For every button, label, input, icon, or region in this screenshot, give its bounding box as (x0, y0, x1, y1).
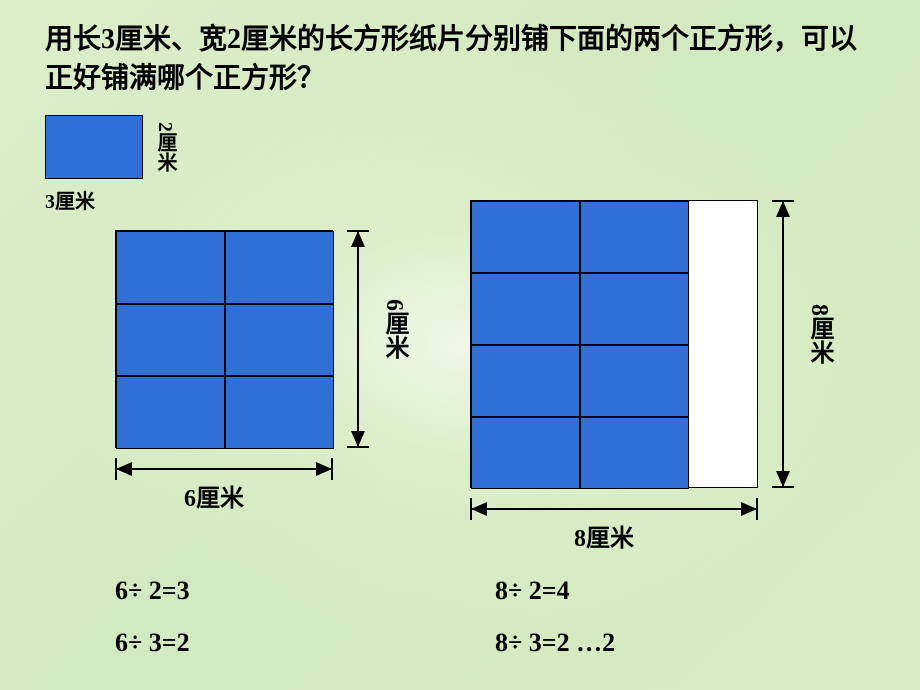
equation-line: 6÷ 3=2 (115, 617, 190, 669)
equation-line: 8÷ 2=4 (495, 565, 615, 617)
square-6cm-width-label: 6厘米 (184, 478, 244, 513)
equation-line: 8÷ 3=2 …2 (495, 617, 615, 669)
tile-cell (471, 345, 580, 417)
square-8cm-group: 8厘米 8厘米 (470, 200, 758, 488)
demo-tile: 2厘米 3厘米 (45, 115, 180, 214)
square-8cm-width-dim (470, 498, 758, 520)
tile-cell (225, 231, 334, 304)
square-6cm-box (115, 230, 333, 448)
square-6cm-height-label: 6厘米 (377, 299, 412, 359)
equations-left: 6÷ 2=3 6÷ 3=2 (115, 565, 190, 669)
tile-cell (471, 417, 580, 489)
dim-line-icon (472, 508, 756, 510)
demo-tile-width-label: 3厘米 (45, 191, 95, 213)
tile-cell (225, 376, 334, 449)
square-6cm-height-dim (347, 230, 369, 448)
square-8cm-height-label: 8厘米 (802, 304, 837, 364)
tile-cell (580, 201, 689, 273)
demo-tile-rect (45, 115, 143, 179)
dim-line-icon (357, 232, 359, 446)
square-6cm-group: 6厘米 6厘米 (115, 230, 333, 448)
dim-line-icon (117, 468, 331, 470)
tile-cell (580, 273, 689, 345)
question-text: 用长3厘米、宽2厘米的长方形纸片分别铺下面的两个正方形，可以正好铺满哪个正方形？ (45, 20, 870, 98)
square-8cm-box (470, 200, 758, 488)
square-8cm-height-dim (772, 200, 794, 488)
tile-cell (116, 231, 225, 304)
equations-right: 8÷ 2=4 8÷ 3=2 …2 (495, 565, 615, 669)
square-6cm-width-dim (115, 458, 333, 480)
equation-line: 6÷ 2=3 (115, 565, 190, 617)
tile-cell (471, 201, 580, 273)
tile-cell (471, 273, 580, 345)
tile-cell (580, 345, 689, 417)
square-8cm-width-label: 8厘米 (574, 518, 634, 553)
tile-cell (580, 417, 689, 489)
tile-cell (116, 376, 225, 449)
demo-tile-height-label: 2厘米 (151, 122, 180, 172)
dim-line-icon (782, 202, 784, 486)
tile-cell (225, 304, 334, 377)
tile-cell (116, 304, 225, 377)
